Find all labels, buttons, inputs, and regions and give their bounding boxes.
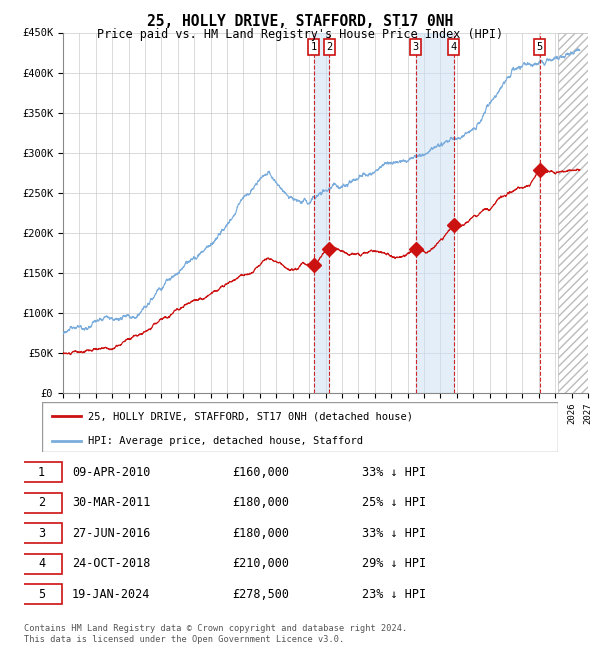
Text: Contains HM Land Registry data © Crown copyright and database right 2024.
This d: Contains HM Land Registry data © Crown c… [24, 624, 407, 644]
Text: 27-JUN-2016: 27-JUN-2016 [72, 526, 151, 539]
FancyBboxPatch shape [21, 493, 62, 513]
Text: 25, HOLLY DRIVE, STAFFORD, ST17 0NH (detached house): 25, HOLLY DRIVE, STAFFORD, ST17 0NH (det… [88, 411, 413, 421]
FancyBboxPatch shape [21, 523, 62, 543]
Text: 3: 3 [38, 526, 45, 539]
Text: Price paid vs. HM Land Registry's House Price Index (HPI): Price paid vs. HM Land Registry's House … [97, 28, 503, 41]
Text: 3: 3 [412, 42, 419, 52]
FancyBboxPatch shape [21, 462, 62, 482]
Bar [416, 32, 454, 393]
Text: 25, HOLLY DRIVE, STAFFORD, ST17 0NH: 25, HOLLY DRIVE, STAFFORD, ST17 0NH [147, 14, 453, 29]
Text: £210,000: £210,000 [233, 558, 290, 571]
FancyBboxPatch shape [21, 554, 62, 574]
Text: 1: 1 [310, 42, 317, 52]
Text: 24-OCT-2018: 24-OCT-2018 [72, 558, 151, 571]
FancyBboxPatch shape [21, 584, 62, 604]
Text: 2: 2 [38, 497, 45, 510]
Text: 33% ↓ HPI: 33% ↓ HPI [362, 526, 427, 539]
Bar [314, 32, 329, 393]
Text: £180,000: £180,000 [233, 497, 290, 510]
Text: 29% ↓ HPI: 29% ↓ HPI [362, 558, 427, 571]
Text: 30-MAR-2011: 30-MAR-2011 [72, 497, 151, 510]
Text: HPI: Average price, detached house, Stafford: HPI: Average price, detached house, Staf… [88, 436, 364, 446]
Text: 1: 1 [38, 465, 45, 478]
Text: 4: 4 [38, 558, 45, 571]
Text: 5: 5 [38, 588, 45, 601]
Text: 23% ↓ HPI: 23% ↓ HPI [362, 588, 427, 601]
Text: 25% ↓ HPI: 25% ↓ HPI [362, 497, 427, 510]
Text: £180,000: £180,000 [233, 526, 290, 539]
Text: 2: 2 [326, 42, 332, 52]
Text: £278,500: £278,500 [233, 588, 290, 601]
Text: 09-APR-2010: 09-APR-2010 [72, 465, 151, 478]
Text: 33% ↓ HPI: 33% ↓ HPI [362, 465, 427, 478]
Text: £160,000: £160,000 [233, 465, 290, 478]
Text: 4: 4 [451, 42, 457, 52]
Text: 19-JAN-2024: 19-JAN-2024 [72, 588, 151, 601]
FancyBboxPatch shape [42, 402, 558, 452]
Text: 5: 5 [536, 42, 543, 52]
